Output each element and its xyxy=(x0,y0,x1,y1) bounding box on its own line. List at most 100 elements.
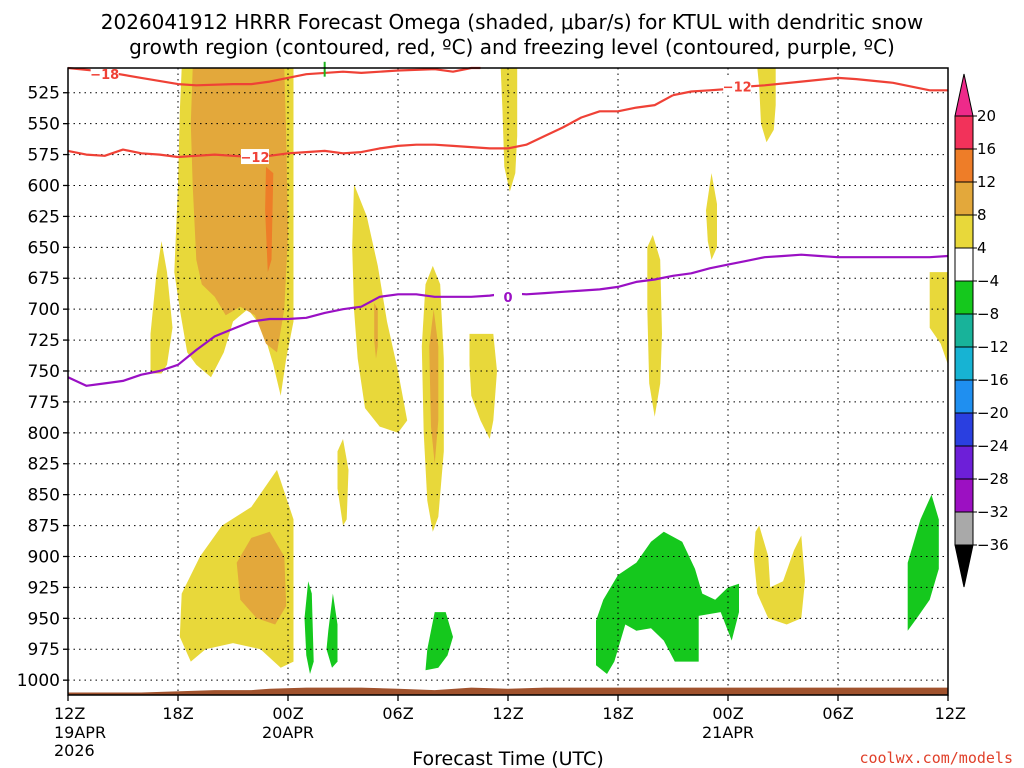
colorbar-segment-0 xyxy=(954,115,974,150)
colorbar-segment-11 xyxy=(954,478,974,513)
omega-region-neg4-19 xyxy=(304,581,314,674)
omega-region-neg4-22 xyxy=(596,531,739,674)
y-tick-label-525: 525 xyxy=(28,84,60,104)
y-tick-label-675: 675 xyxy=(28,269,60,289)
omega-region-pos4-18 xyxy=(753,525,805,625)
x-tick-date-2: 20APR xyxy=(262,723,314,742)
contour-dgz-minus12-top xyxy=(672,76,948,97)
y-tick-label-725: 725 xyxy=(28,331,60,351)
colorbar-label-1: 16 xyxy=(977,140,996,158)
omega-region-pos4-15 xyxy=(929,272,948,365)
y-tick-label-875: 875 xyxy=(28,517,60,537)
colorbar-segment-5 xyxy=(954,280,974,315)
y-tick-label-750: 750 xyxy=(28,362,60,382)
omega-region-neg4-23 xyxy=(907,494,939,631)
x-tick-date-0: 19APR xyxy=(54,723,106,742)
x-tick-label-7: 06Z xyxy=(822,704,853,723)
x-tick-label-4: 12Z xyxy=(492,704,523,723)
y-tick-label-700: 700 xyxy=(28,300,60,320)
omega-region-neg4-20 xyxy=(326,593,338,668)
ground-surface xyxy=(68,687,948,695)
colorbar-label-13: −36 xyxy=(977,536,1009,554)
colorbar-label-10: −24 xyxy=(977,437,1009,455)
colorbar-segment-3 xyxy=(954,214,974,249)
x-tick-label-3: 06Z xyxy=(382,704,413,723)
y-tick-label-1000: 1000 xyxy=(17,671,60,691)
grid xyxy=(68,68,948,695)
colorbar-segment-10 xyxy=(954,445,974,480)
x-tick-label-2: 00Z xyxy=(272,704,303,723)
colorbar-label-7: −12 xyxy=(977,338,1009,356)
y-tick-label-775: 775 xyxy=(28,393,60,413)
colorbar-label-4: 4 xyxy=(977,239,987,257)
x-tick-label-0: 12Z xyxy=(54,704,85,723)
colorbar-segment-8 xyxy=(954,379,974,414)
x-tick-year-0: 2026 xyxy=(54,741,95,760)
contour-label-freezing-level: 0 xyxy=(503,291,512,306)
colorbar-segment-7 xyxy=(954,346,974,381)
omega-region-pos8-8 xyxy=(429,309,439,464)
ground xyxy=(68,687,948,695)
omega-region-pos4-9 xyxy=(337,439,349,526)
omega-region-pos4-11 xyxy=(500,68,518,192)
contour-dgz-minus12-bottom xyxy=(67,94,674,159)
contour-label-bg-dgz-minus12-top xyxy=(723,78,752,94)
colorbar-label-5: −4 xyxy=(977,272,999,290)
y-axis-pressure: 525 550 575 600 625 650 675 700 725 750 775 800 825 8… xyxy=(17,84,68,691)
y-tick-label-900: 900 xyxy=(28,547,60,567)
y-tick-label-975: 975 xyxy=(28,640,60,660)
y-tick-label-800: 800 xyxy=(28,424,60,444)
contour-dgz-minus18 xyxy=(67,66,481,87)
colorbar-label-2: 12 xyxy=(977,173,996,191)
y-tick-label-950: 950 xyxy=(28,609,60,629)
colorbar-segment-6 xyxy=(954,313,974,348)
omega-region-pos12-3 xyxy=(265,166,274,273)
y-tick-label-850: 850 xyxy=(28,486,60,506)
colorbar-segment-12 xyxy=(954,511,974,546)
contour-label-bg-freezing-level xyxy=(494,288,522,304)
colorbar-segment-9 xyxy=(954,412,974,447)
colorbar-label-3: 8 xyxy=(977,206,987,224)
y-tick-label-600: 600 xyxy=(28,176,60,196)
colorbar-segment-1 xyxy=(954,148,974,183)
colorbar-segment-4 xyxy=(954,247,974,282)
colorbar: 20 16 12 8 4 −4 −8 −12 −16 −20 −24 −28 −32 −36 xyxy=(954,73,1009,588)
omega-region-pos8-17 xyxy=(236,531,287,625)
colorbar-segment-2 xyxy=(954,181,974,216)
omega-region-neg4-21 xyxy=(425,612,453,671)
x-tick-label-6: 00Z xyxy=(712,704,743,723)
contours: −18 −12 −12 0 xyxy=(67,61,949,387)
colorbar-label-0: 20 xyxy=(977,107,996,125)
colorbar-label-8: −16 xyxy=(977,371,1009,389)
y-tick-label-825: 825 xyxy=(28,455,60,475)
chart-title-line-2: growth region (contoured, red, ºC) and f… xyxy=(129,35,895,59)
y-tick-label-625: 625 xyxy=(28,207,60,227)
y-tick-label-575: 575 xyxy=(28,146,60,166)
y-tick-label-925: 925 xyxy=(28,578,60,598)
chart-title-line-1: 2026041912 HRRR Forecast Omega (shaded, … xyxy=(101,10,923,34)
colorbar-label-9: −20 xyxy=(977,404,1009,422)
contour-label-dgz-minus12-bottom: −12 xyxy=(241,151,270,166)
colorbar-label-6: −8 xyxy=(977,305,999,323)
x-tick-label-5: 18Z xyxy=(602,704,633,723)
contour-label-bg-dgz-minus18 xyxy=(90,66,119,82)
omega-region-pos8-2 xyxy=(190,68,288,353)
omega-region-pos4-10 xyxy=(469,333,497,439)
colorbar-label-12: −32 xyxy=(977,503,1009,521)
omega-region-pos8-6 xyxy=(374,303,378,359)
contour-label-dgz-minus18: −18 xyxy=(90,68,119,83)
x-tick-date-6: 21APR xyxy=(702,723,754,742)
colorbar-top-arrow xyxy=(954,73,974,117)
contour-label-bg-dgz-minus12-bottom xyxy=(241,149,269,165)
x-tick-label-8: 12Z xyxy=(935,704,966,723)
y-tick-label-550: 550 xyxy=(28,115,60,135)
y-tick-label-650: 650 xyxy=(28,238,60,258)
colorbar-bottom-arrow xyxy=(954,544,974,588)
plot-area: −18 −12 −12 0 xyxy=(67,61,949,696)
x-tick-label-1: 18Z xyxy=(162,704,193,723)
colorbar-label-11: −28 xyxy=(977,470,1009,488)
x-axis-title: Forecast Time (UTC) xyxy=(412,748,603,768)
contour-label-dgz-minus12-top: −12 xyxy=(723,81,752,96)
